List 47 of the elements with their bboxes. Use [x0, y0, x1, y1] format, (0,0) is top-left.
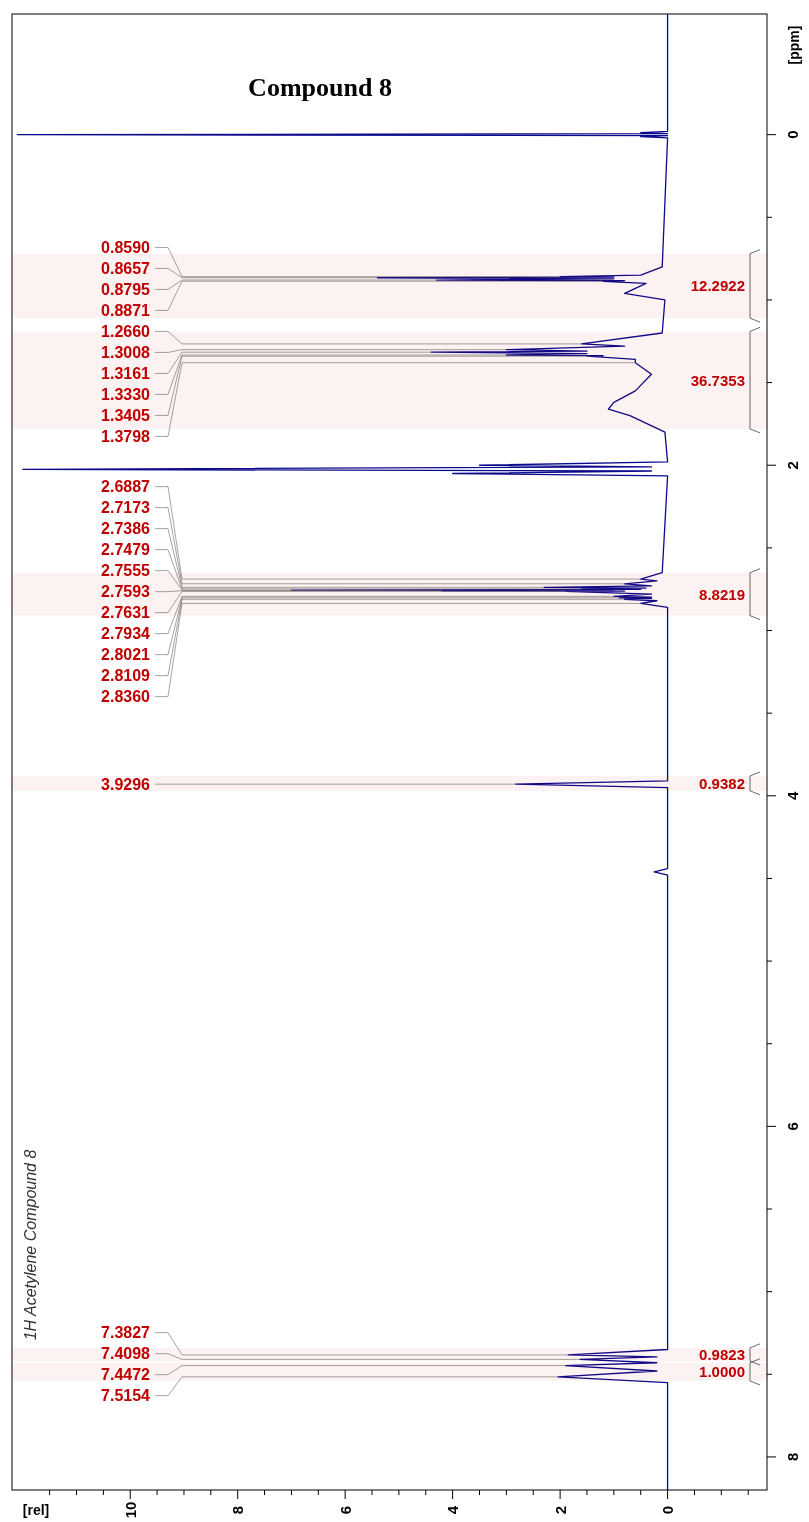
band-label: 8.8219 [699, 585, 745, 603]
annotation: 1.3161 [101, 364, 151, 382]
x-axis-title: [rel] [22, 1502, 50, 1518]
annotation: 0.8590 [101, 238, 151, 256]
y-tick-label: 6 [783, 1122, 801, 1131]
band-label: 0.9823 [699, 1345, 745, 1363]
annotation: 1.2660 [101, 322, 151, 340]
annotation: 2.8360 [101, 688, 151, 706]
x-tick-label: 0 [659, 1505, 677, 1515]
annotation: 1.3405 [101, 406, 151, 424]
band-label: 1.0000 [699, 1363, 745, 1381]
annotation: 7.4472 [101, 1366, 151, 1384]
annotation: 2.7593 [101, 583, 151, 601]
annotation: 2.8021 [101, 646, 151, 664]
band-label: 12.2922 [690, 277, 745, 295]
annotation: 2.7479 [101, 541, 151, 559]
annotation: 0.8795 [101, 280, 151, 298]
annotation: 7.4098 [101, 1345, 151, 1363]
annotation: 2.8109 [101, 667, 151, 685]
annotation: 0.8871 [101, 301, 151, 319]
y-axis-title: [ppm] [786, 25, 802, 65]
annotation: 1.3330 [101, 385, 151, 403]
text: Compound 8 [248, 73, 392, 102]
annotation: 2.7555 [101, 562, 151, 580]
annotation: 2.7173 [101, 499, 151, 517]
annotation: 1.3798 [101, 427, 151, 445]
y-tick-label: 0 [783, 130, 801, 139]
x-tick-label: 8 [229, 1505, 247, 1515]
annotation: 2.7631 [101, 604, 151, 622]
annotation: 2.7386 [101, 520, 151, 538]
x-tick-label: 2 [551, 1505, 569, 1515]
band-label: 0.9382 [699, 774, 745, 792]
annotation: 3.9296 [101, 775, 151, 793]
annotation: 7.3827 [101, 1324, 151, 1342]
annotation: 0.8657 [101, 259, 151, 277]
annotation: 2.7934 [101, 625, 151, 643]
x-tick-label: 6 [336, 1505, 354, 1515]
annotation: 7.5154 [101, 1387, 151, 1405]
x-tick-label: 10 [121, 1501, 139, 1519]
annotation: 1.3008 [101, 343, 151, 361]
y-tick-label: 8 [783, 1452, 801, 1462]
y-tick-label: 4 [783, 790, 801, 800]
y-tick-label: 2 [783, 461, 801, 470]
annotation: 2.6887 [101, 478, 151, 496]
band-label: 36.7353 [690, 371, 745, 389]
text: 1H Acetylene Compound 8 [21, 1149, 39, 1341]
x-tick-label: 4 [444, 1505, 462, 1515]
